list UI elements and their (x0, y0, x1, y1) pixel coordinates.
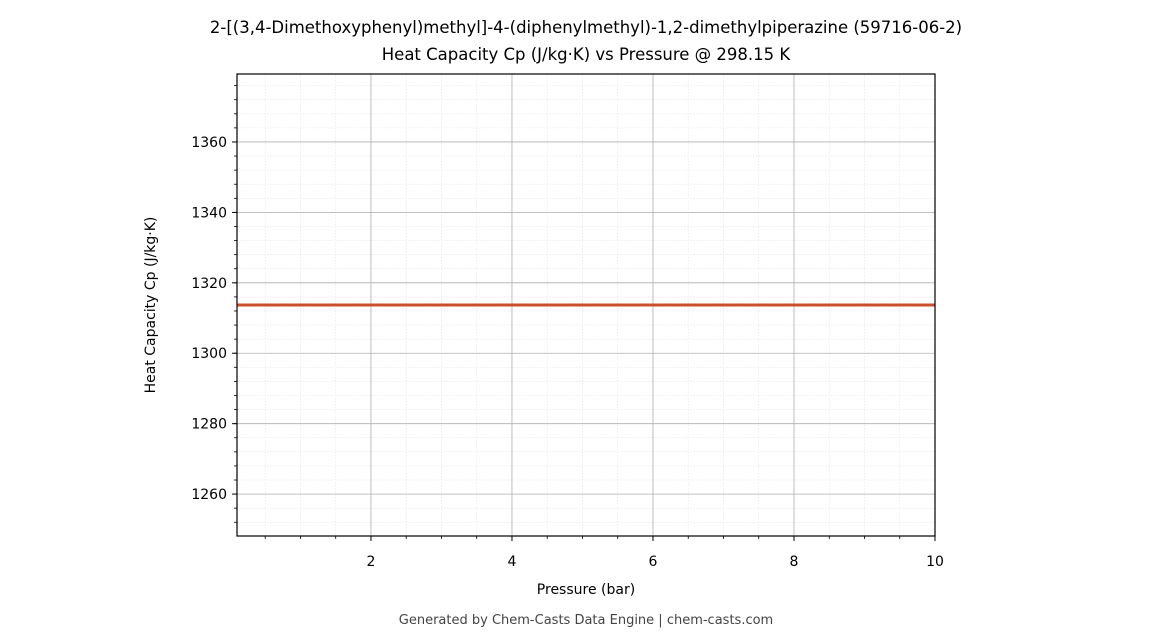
footer: Generated by Chem-Casts Data Engine | ch… (399, 613, 773, 628)
y-tick-label: 1360 (191, 135, 227, 151)
x-tick-label: 6 (649, 554, 658, 570)
x-tick-label: 2 (366, 554, 375, 570)
plot-frame (236, 73, 936, 537)
x-tick-label: 8 (790, 554, 799, 570)
y-tick-label: 1340 (191, 205, 227, 221)
y-tick-label: 1280 (191, 417, 227, 433)
x-tick-label: 10 (926, 554, 944, 570)
x-tick-label: 4 (508, 554, 517, 570)
y-tick-label: 1260 (191, 487, 227, 503)
y-axis-label: Heat Capacity Cp (J/kg·K) (143, 217, 159, 394)
x-axis-label: Pressure (bar) (537, 582, 635, 598)
chart-title: 2-[(3,4-Dimethoxyphenyl)methyl]-4-(diphe… (210, 18, 962, 37)
chart-subtitle: Heat Capacity Cp (J/kg·K) vs Pressure @ … (382, 45, 792, 64)
y-tick-label: 1300 (191, 346, 227, 362)
y-tick-label: 1320 (191, 276, 227, 292)
